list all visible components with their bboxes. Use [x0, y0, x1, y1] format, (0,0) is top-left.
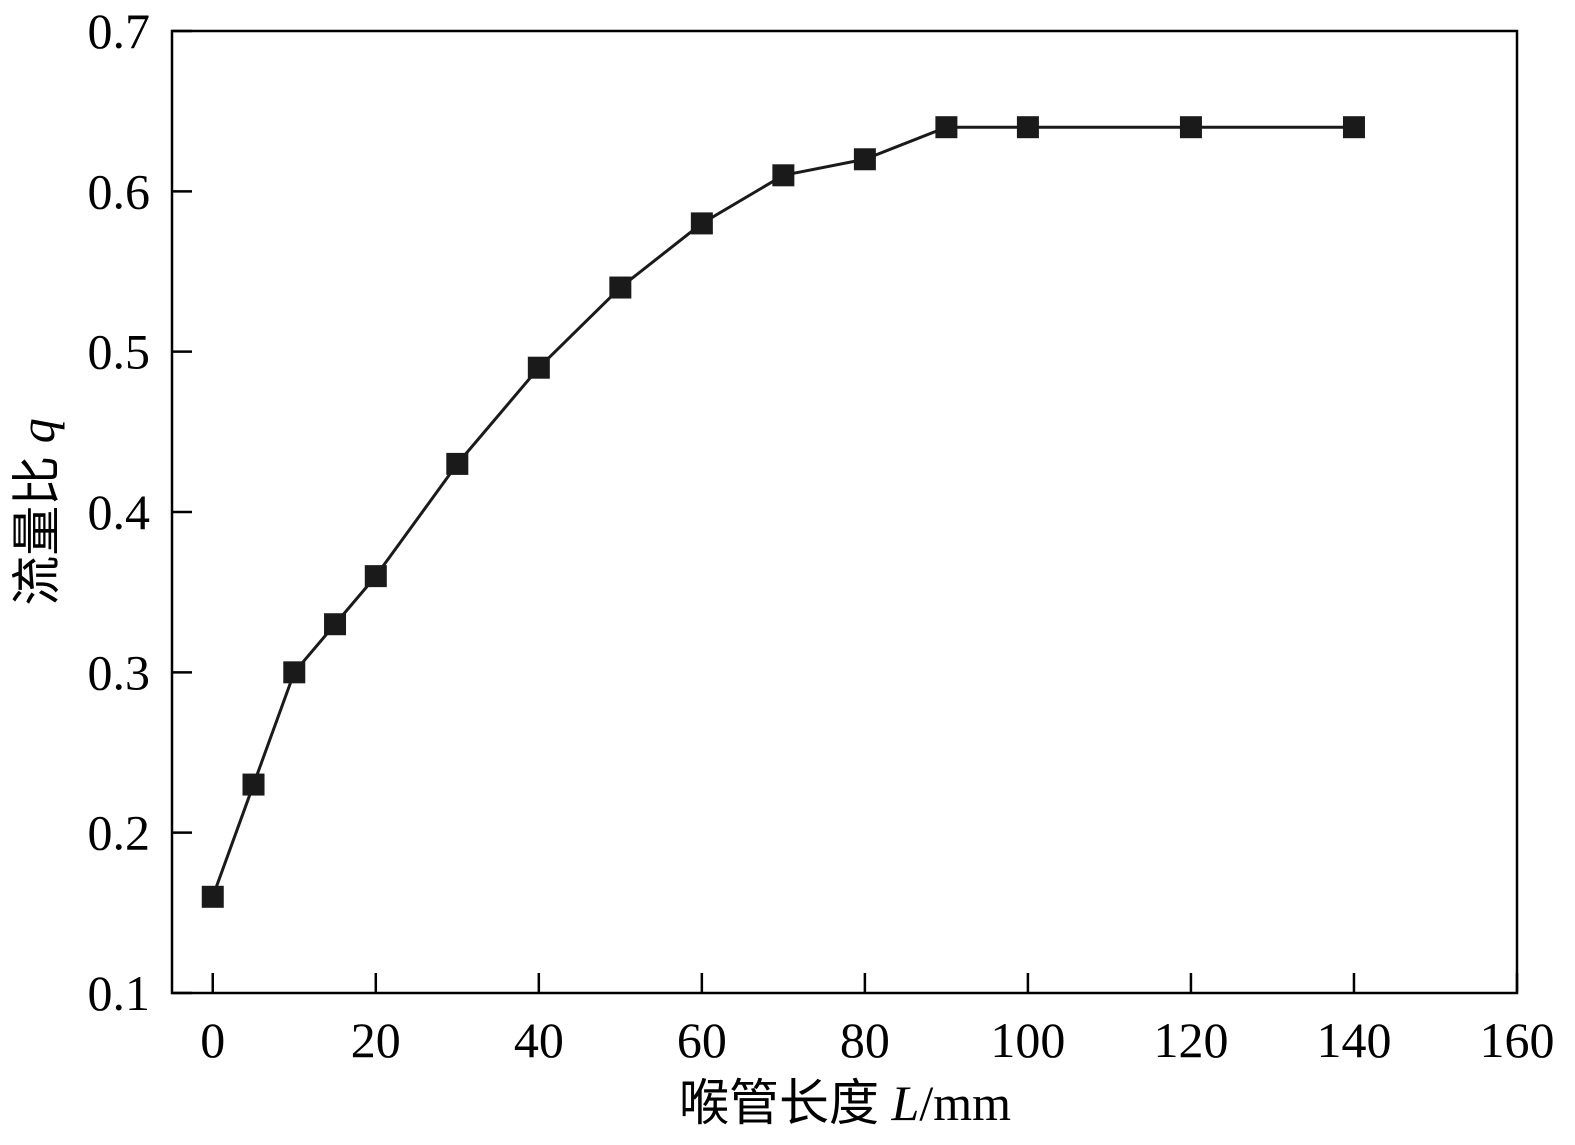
data-point-marker: [1016, 116, 1039, 139]
data-point-marker: [1179, 116, 1202, 139]
data-point-marker: [446, 452, 469, 475]
x-tick-label: 140: [1316, 1012, 1391, 1068]
data-point-marker: [324, 613, 347, 636]
x-axis-tick-labels: 0 20 40 60 80 100 120 140 160: [200, 1012, 1554, 1068]
data-point-marker: [935, 116, 958, 139]
x-axis-label-unit: /mm: [919, 1075, 1011, 1131]
x-axis-label-variable: L: [891, 1075, 920, 1131]
x-tick-label: 160: [1480, 1012, 1555, 1068]
data-point-marker: [283, 661, 306, 684]
y-tick-label: 0.7: [88, 3, 151, 59]
x-tick-label: 20: [351, 1012, 401, 1068]
x-axis-label: 喉管长度 L/mm: [679, 1075, 1011, 1131]
y-tick-label: 0.4: [88, 484, 151, 540]
data-point-marker: [201, 885, 224, 908]
x-tick-label: 100: [990, 1012, 1065, 1068]
data-series: [201, 116, 1365, 908]
y-axis-label: 流量比 q: [9, 418, 65, 606]
data-point-marker: [527, 356, 550, 379]
data-point-marker: [690, 212, 713, 235]
x-tick-label: 40: [514, 1012, 564, 1068]
data-point-marker: [1342, 116, 1365, 139]
y-tick-label: 0.3: [88, 644, 151, 700]
x-tick-label: 60: [677, 1012, 727, 1068]
x-axis-label-text: 喉管长度: [679, 1075, 892, 1131]
x-tick-label: 80: [840, 1012, 890, 1068]
data-point-marker: [242, 773, 265, 796]
y-tick-label: 0.1: [88, 965, 151, 1021]
plot-frame: [170, 29, 1519, 995]
data-point-marker: [772, 164, 795, 187]
x-tick-label: 120: [1153, 1012, 1228, 1068]
y-tick-label: 0.5: [88, 324, 151, 380]
data-point-marker: [364, 565, 387, 588]
data-point-marker: [853, 148, 876, 171]
data-point-marker: [609, 276, 632, 299]
y-axis-label-variable: q: [9, 418, 65, 443]
y-tick-label: 0.2: [88, 805, 151, 861]
x-tick-label: 0: [200, 1012, 225, 1068]
y-tick-label: 0.6: [88, 163, 151, 219]
y-axis-tick-labels: 0.1 0.2 0.3 0.4 0.5 0.6 0.7: [88, 3, 151, 1021]
y-axis-label-text: 流量比: [9, 443, 65, 606]
